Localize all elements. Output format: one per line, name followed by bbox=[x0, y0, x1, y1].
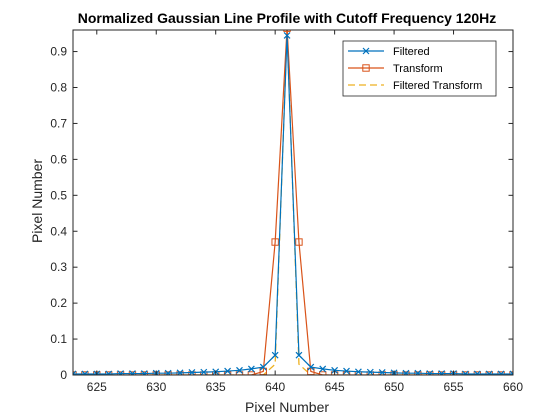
axes-box bbox=[72, 29, 514, 376]
data-point-filtered bbox=[164, 369, 172, 375]
data-point-filtered bbox=[307, 363, 315, 371]
data-point-filtered bbox=[259, 363, 267, 371]
data-point-filtered bbox=[236, 366, 243, 374]
legend-marker-transform bbox=[362, 64, 370, 72]
x-tick-label: 655 bbox=[444, 380, 464, 394]
legend-label-transform: Transform bbox=[393, 63, 443, 75]
data-point-filtered bbox=[331, 366, 339, 374]
data-point-filtered bbox=[485, 370, 493, 375]
y-tick-label: 0.4 bbox=[50, 224, 67, 238]
data-point-filtered bbox=[354, 368, 362, 375]
x-tick-label: 660 bbox=[503, 380, 523, 394]
y-tick-label: 0.6 bbox=[50, 152, 67, 166]
data-point-filtered bbox=[271, 351, 279, 359]
x-axis-label: Pixel Number bbox=[245, 399, 329, 415]
data-point-transform bbox=[271, 238, 279, 246]
x-tick-label: 650 bbox=[384, 380, 404, 394]
y-axis-label: Pixel Number bbox=[29, 159, 45, 243]
data-point-filtered bbox=[247, 365, 255, 373]
series-line-transform bbox=[73, 30, 513, 375]
legend-label-filtered-transform: Filtered Transform bbox=[393, 80, 482, 92]
data-point-filtered bbox=[343, 367, 350, 375]
y-tick-label: 0.7 bbox=[50, 116, 67, 130]
x-tick-label: 625 bbox=[87, 380, 107, 394]
data-point-filtered bbox=[117, 370, 124, 375]
data-point-filtered bbox=[105, 370, 113, 375]
data-point-filtered bbox=[295, 351, 303, 359]
data-point-filtered bbox=[473, 370, 481, 375]
data-point-filtered bbox=[81, 370, 89, 375]
legend-marker-filtered bbox=[362, 47, 370, 55]
data-point-filtered bbox=[438, 370, 446, 375]
y-tick-label: 0.9 bbox=[50, 45, 67, 59]
data-point-filtered bbox=[188, 369, 196, 375]
data-point-filtered bbox=[402, 369, 410, 375]
data-point-filtered bbox=[200, 368, 208, 375]
data-point-filtered bbox=[497, 370, 505, 375]
data-point-filtered bbox=[462, 370, 469, 375]
legend-label-filtered: Filtered bbox=[393, 46, 430, 58]
data-point-transform bbox=[295, 238, 303, 246]
x-tick-label: 630 bbox=[146, 380, 166, 394]
data-point-filtered bbox=[509, 370, 513, 375]
x-tick-label: 635 bbox=[206, 380, 226, 394]
data-point-filtered bbox=[224, 367, 232, 375]
data-point-filtered bbox=[283, 31, 291, 39]
y-tick-label: 0.5 bbox=[50, 188, 67, 202]
data-point-filtered bbox=[140, 370, 148, 375]
legend: Filtered Transform Filtered Transform bbox=[342, 40, 497, 97]
data-point-filtered bbox=[366, 368, 374, 375]
ticks-layer: 625 630 635 640 645 650 655 660 0 0.1 0.2 0.3 0.4 0.5… bbox=[50, 30, 523, 394]
x-tick-label: 645 bbox=[325, 380, 345, 394]
data-point-filtered bbox=[426, 370, 434, 375]
data-point-filtered bbox=[414, 369, 422, 375]
y-tick-label: 0.8 bbox=[50, 81, 67, 95]
chart-title: Normalized Gaussian Line Profile with Cu… bbox=[78, 10, 497, 26]
y-tick-label: 0.1 bbox=[50, 332, 67, 346]
data-point-filtered bbox=[129, 370, 136, 375]
x-tick-label: 640 bbox=[265, 380, 285, 394]
y-tick-label: 0 bbox=[60, 368, 67, 382]
y-tick-label: 0.2 bbox=[50, 296, 67, 310]
data-point-filtered bbox=[378, 369, 386, 375]
data-point-transform bbox=[283, 30, 291, 32]
data-point-filtered bbox=[73, 370, 77, 375]
y-tick-label: 0.3 bbox=[50, 260, 67, 274]
series-line-filtered bbox=[73, 35, 513, 375]
data-point-filtered bbox=[319, 365, 327, 373]
